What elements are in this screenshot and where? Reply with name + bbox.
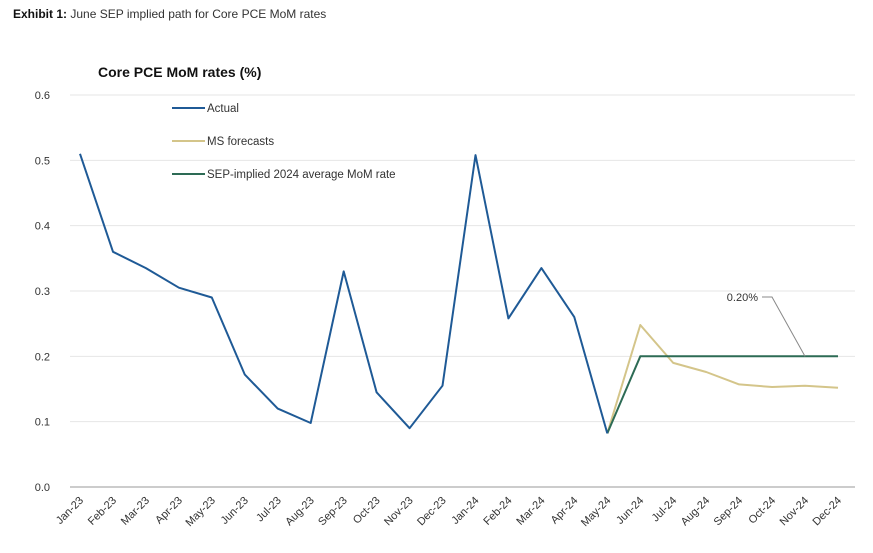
x-tick: Jul-24 xyxy=(650,495,680,525)
x-tick: Aug-23 xyxy=(283,495,317,529)
x-tick: Mar-24 xyxy=(514,495,547,528)
legend-item: MS forecasts xyxy=(172,136,274,148)
legend-item: Actual xyxy=(172,103,239,115)
y-tick-label: 0.4 xyxy=(35,221,50,233)
series-line-1 xyxy=(606,324,839,434)
x-tick-label: Aug-24 xyxy=(679,495,713,529)
series-line-0 xyxy=(79,153,609,434)
y-tick-label: 0.2 xyxy=(35,351,50,363)
series-line-2 xyxy=(606,355,838,434)
x-tick-label: Jan-23 xyxy=(54,495,86,527)
x-tick: Aug-24 xyxy=(679,495,713,529)
x-tick: Feb-24 xyxy=(481,495,514,528)
x-tick: Nov-23 xyxy=(382,495,416,529)
x-tick-label: Nov-23 xyxy=(382,495,416,529)
exhibit-caption: Exhibit 1: June SEP implied path for Cor… xyxy=(13,7,326,21)
x-tick-label: Apr-23 xyxy=(153,495,185,527)
x-tick-label: Apr-24 xyxy=(549,495,581,527)
x-tick: Jan-24 xyxy=(449,495,481,527)
x-tick: Jun-24 xyxy=(614,495,646,527)
annotation: 0.20% xyxy=(727,292,806,357)
x-tick: Mar-23 xyxy=(119,495,152,528)
annotation-label: 0.20% xyxy=(727,292,758,304)
y-tick-label: 0.1 xyxy=(35,417,50,429)
x-tick-label: Dec-24 xyxy=(811,495,845,529)
x-tick-label: Jun-23 xyxy=(219,495,251,527)
x-tick: Sep-24 xyxy=(712,495,746,529)
x-tick-label: Jun-24 xyxy=(614,495,646,527)
x-tick-label: Mar-23 xyxy=(119,495,152,528)
y-tick-label: 0.6 xyxy=(35,90,50,102)
x-tick-label: Dec-23 xyxy=(415,495,449,529)
x-tick: Jul-23 xyxy=(254,495,284,525)
x-tick: Sep-23 xyxy=(316,495,350,529)
x-tick: May-23 xyxy=(184,495,218,529)
x-tick-label: Nov-24 xyxy=(778,495,812,529)
annotations: 0.20% xyxy=(727,292,806,357)
x-tick-label: Oct-23 xyxy=(351,495,383,527)
x-tick: Dec-24 xyxy=(811,495,845,529)
x-tick-label: Jul-24 xyxy=(650,495,680,525)
x-tick: Oct-23 xyxy=(351,495,383,527)
y-tick-label: 0.5 xyxy=(35,155,50,167)
legend-item: SEP-implied 2024 average MoM rate xyxy=(172,169,396,181)
legend: Actual MS forecasts SEP-implied 2024 avera… xyxy=(172,103,396,181)
x-tick-label: Oct-24 xyxy=(746,495,778,527)
x-tick: Apr-23 xyxy=(153,495,185,527)
annotation-leader xyxy=(762,296,806,357)
x-tick-label: Mar-24 xyxy=(514,495,547,528)
y-axis-ticks: 0.0 0.1 0.2 0.3 0.4 0.5 0.6 xyxy=(35,90,50,494)
x-tick-label: Feb-24 xyxy=(481,495,514,528)
legend-label: SEP-implied 2024 average MoM rate xyxy=(207,169,396,181)
x-tick: Jan-23 xyxy=(54,495,86,527)
chart-title: Core PCE MoM rates (%) xyxy=(98,64,262,80)
x-tick-label: Jan-24 xyxy=(449,495,481,527)
x-tick: Nov-24 xyxy=(778,495,812,529)
y-tick-label: 0.3 xyxy=(35,286,50,298)
x-tick: Dec-23 xyxy=(415,495,449,529)
x-tick-label: May-24 xyxy=(579,495,613,529)
y-tick-label: 0.0 xyxy=(35,482,50,494)
x-tick-label: Feb-23 xyxy=(86,495,119,528)
legend-label: MS forecasts xyxy=(207,136,274,148)
x-tick-label: Sep-23 xyxy=(316,495,350,529)
x-tick: Oct-24 xyxy=(746,495,778,527)
series-lines xyxy=(79,153,839,434)
x-tick-label: May-23 xyxy=(184,495,218,529)
legend-label: Actual xyxy=(207,103,239,115)
x-tick: May-24 xyxy=(579,495,613,529)
exhibit-label: Exhibit 1: xyxy=(13,7,68,21)
exhibit-caption-text: June SEP implied path for Core PCE MoM r… xyxy=(70,7,327,21)
x-tick: Feb-23 xyxy=(86,495,119,528)
x-tick: Apr-24 xyxy=(549,495,581,527)
gridlines xyxy=(70,94,855,488)
x-tick-label: Aug-23 xyxy=(283,495,317,529)
x-tick: Jun-23 xyxy=(219,495,251,527)
x-tick-label: Sep-24 xyxy=(712,495,746,529)
x-tick-label: Jul-23 xyxy=(254,495,284,525)
